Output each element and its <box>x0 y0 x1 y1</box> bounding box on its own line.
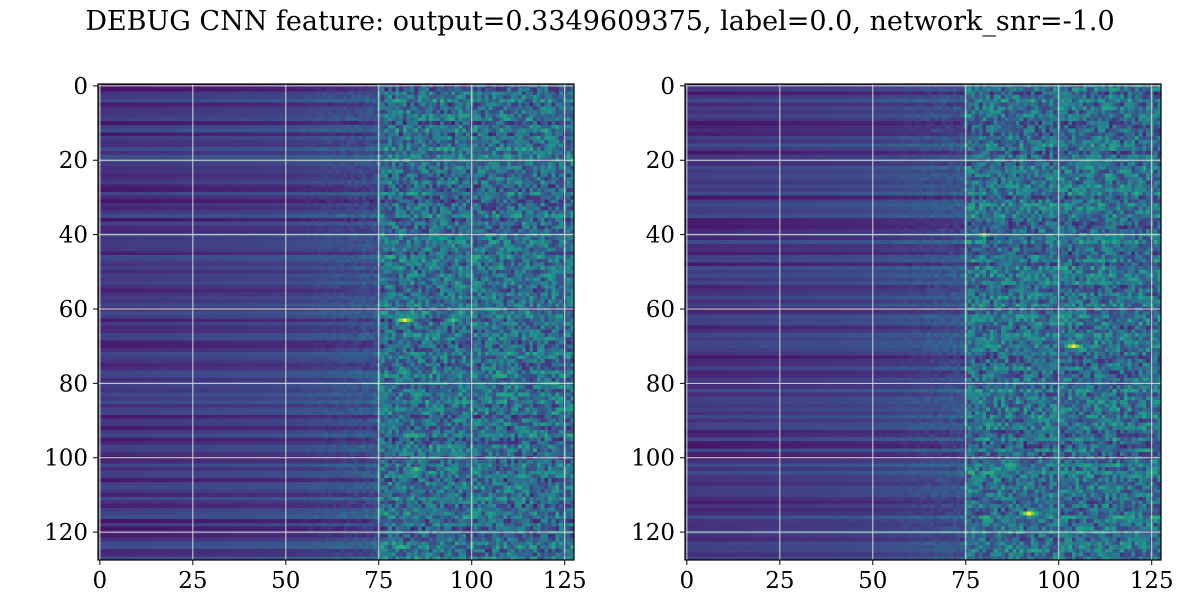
x-tick-label: 0 <box>93 568 108 594</box>
y-tick-label: 120 <box>631 520 675 546</box>
y-tick-label: 80 <box>59 371 88 397</box>
y-tick-label: 60 <box>59 297 88 323</box>
figure-title: DEBUG CNN feature: output=0.3349609375, … <box>85 6 1115 37</box>
y-tick-label: 60 <box>646 297 675 323</box>
y-tick-label: 100 <box>631 446 675 472</box>
y-tick-label: 20 <box>646 148 675 174</box>
axes-frame <box>684 83 1162 561</box>
x-tick-label: 0 <box>680 568 695 594</box>
heatmap-panel-right: 0 25 50 75 100 125 0 20 40 60 80 100 120 <box>631 74 1174 594</box>
y-tick-label: 80 <box>646 371 675 397</box>
axes-frame <box>97 83 575 561</box>
x-tick-label: 25 <box>765 568 794 594</box>
y-tick-label: 20 <box>59 148 88 174</box>
y-tick-label: 0 <box>73 74 88 100</box>
x-tick-label: 50 <box>271 568 300 594</box>
heatmap-panel-left: 0 25 50 75 100 125 0 20 40 60 80 100 120 <box>44 74 587 594</box>
x-tick-label: 75 <box>364 568 393 594</box>
y-tick-label: 0 <box>660 74 675 100</box>
heatmap-image <box>685 84 1161 560</box>
y-tick-label: 100 <box>44 446 88 472</box>
y-tick-label: 40 <box>59 223 88 249</box>
x-tick-label: 100 <box>1037 568 1081 594</box>
x-tick-label: 25 <box>178 568 207 594</box>
x-tick-label: 75 <box>951 568 980 594</box>
x-tick-label: 125 <box>1130 568 1174 594</box>
x-tick-label: 100 <box>450 568 494 594</box>
y-tick-label: 120 <box>44 520 88 546</box>
x-tick-label: 125 <box>543 568 587 594</box>
x-tick-label: 50 <box>858 568 887 594</box>
y-tick-label: 40 <box>646 223 675 249</box>
heatmap-image <box>98 84 574 560</box>
